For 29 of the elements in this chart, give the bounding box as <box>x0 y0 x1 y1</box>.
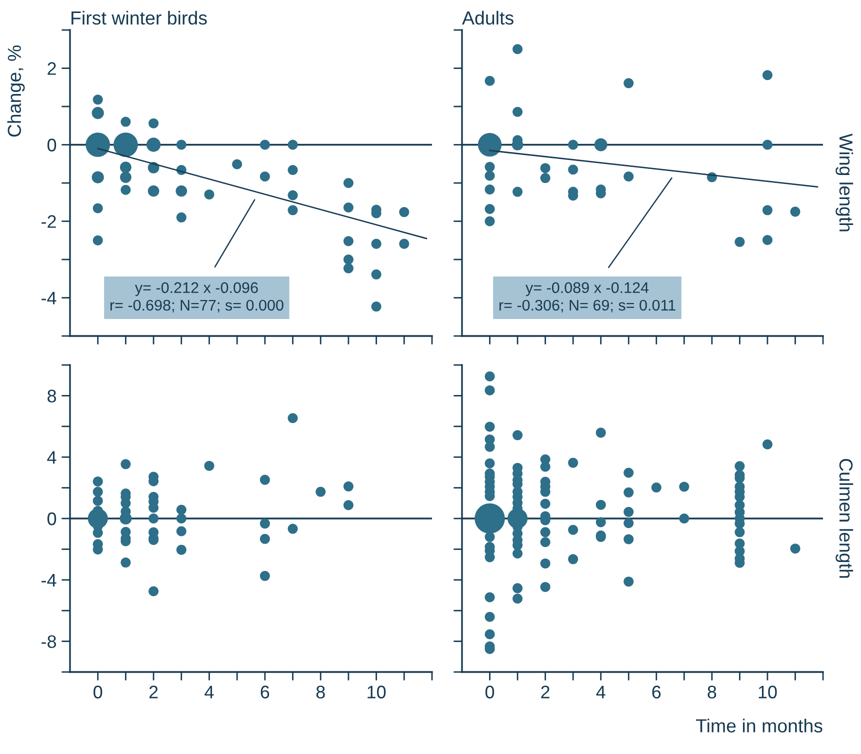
text: Culmen length <box>836 459 854 578</box>
x-tick-label: 2 <box>541 686 550 698</box>
x-tick-label: 10 <box>758 686 777 698</box>
y-tick-label: 0 <box>47 138 56 152</box>
y-tick-label: -4 <box>42 292 56 304</box>
annotation: y= -0.089 x -0.124 r= -0.306; N= 69; s= 0.011 <box>499 282 676 312</box>
y-tick-label: 2 <box>48 62 56 75</box>
chart-title: First winter birds <box>72 10 207 25</box>
x-tick-label: 8 <box>708 686 716 698</box>
x-tick-label: 0 <box>94 686 102 698</box>
x-tick-label: 4 <box>204 686 214 698</box>
y-tick-label: -4 <box>42 574 56 586</box>
y-tick-label: -8 <box>42 635 56 648</box>
chart-title: Adults <box>462 10 514 25</box>
x-tick-label: 8 <box>316 686 325 698</box>
x-tick-label: 10 <box>368 686 386 698</box>
y-tick-label: 8 <box>48 390 56 402</box>
y-tick-label: 0 <box>47 512 56 526</box>
x-tick-label: 4 <box>596 686 606 698</box>
x-axis-title: Time in months <box>696 718 822 732</box>
text: Wing length <box>836 134 854 232</box>
x-tick-label: 2 <box>149 686 158 698</box>
y-tick-label: -2 <box>42 215 56 228</box>
annotation: y= -0.212 x -0.096 r= -0.698; N=77; s= 0.000 <box>110 282 284 312</box>
x-tick-label: 6 <box>260 686 270 698</box>
x-tick-label: 6 <box>652 686 661 698</box>
y-axis-title: Change, % <box>7 45 25 137</box>
x-tick-label: 0 <box>485 686 494 698</box>
y-tick-label: 4 <box>47 451 56 464</box>
